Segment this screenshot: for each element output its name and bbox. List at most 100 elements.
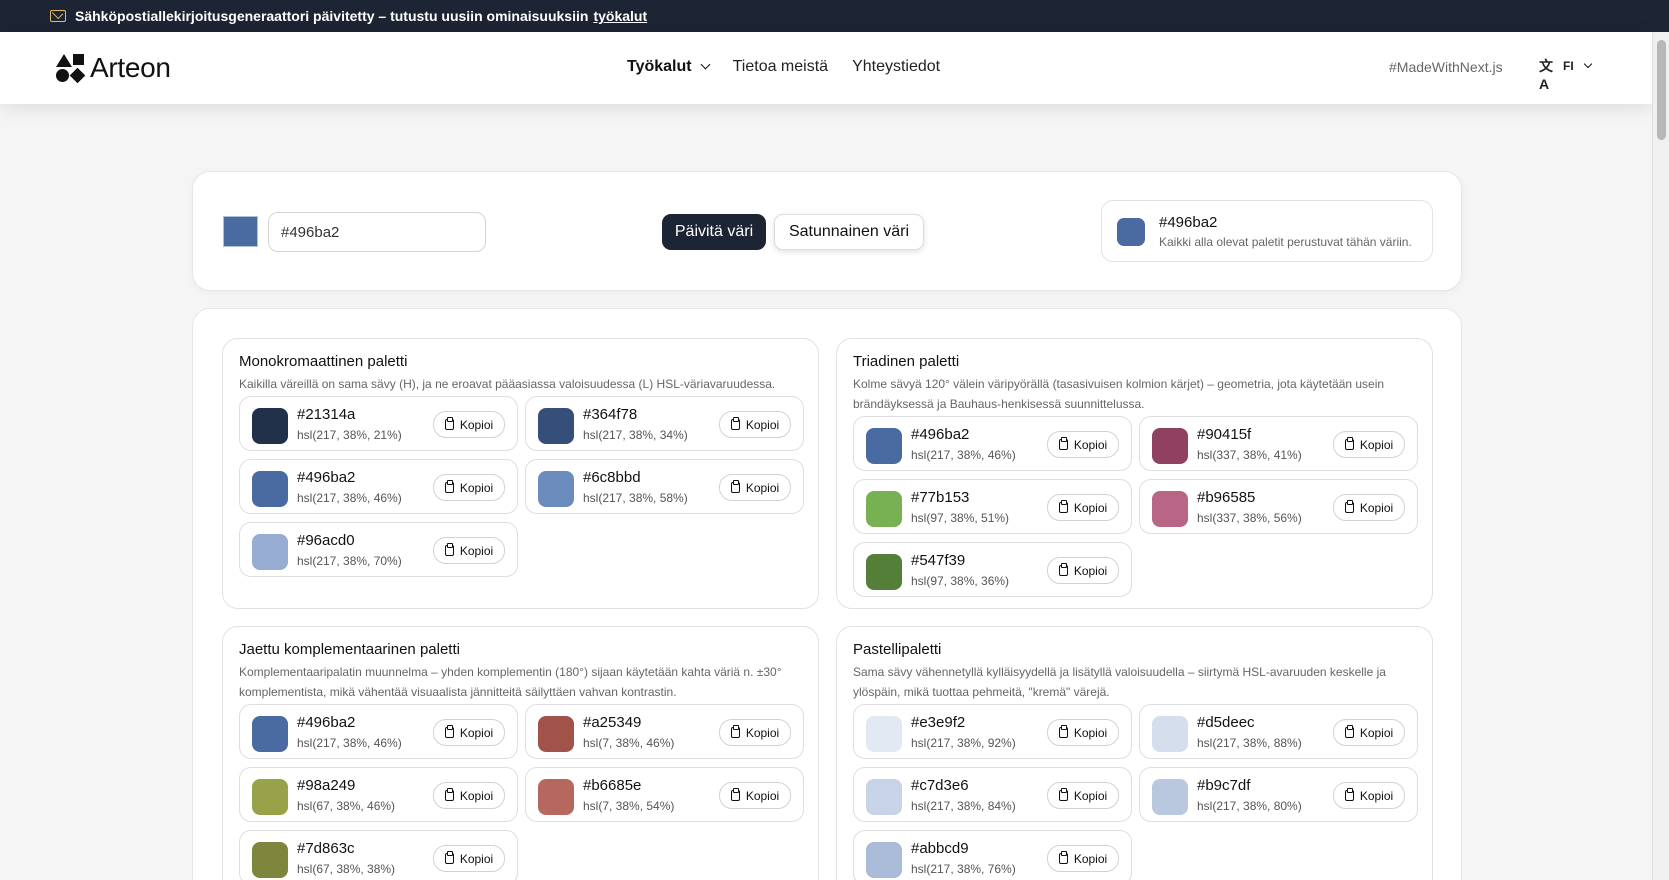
copy-label: Kopioi xyxy=(459,725,494,740)
color-swatch xyxy=(252,779,288,815)
palette-panel-3: Jaettu komplementaarinen paletti Kompleme… xyxy=(222,626,819,880)
color-swatch xyxy=(252,534,288,570)
color-hsl: hsl(217, 38%, 46%) xyxy=(911,448,1016,462)
color-swatch xyxy=(538,716,574,752)
color-picker-swatch[interactable] xyxy=(223,216,258,247)
page-scrollbar[interactable] xyxy=(1652,32,1669,880)
palette-title: Monokromaattinen paletti xyxy=(239,353,408,370)
palette-panel-2: Triadinen paletti Kolme sävyä 120° välein… xyxy=(836,338,1433,609)
copy-label: Kopioi xyxy=(459,851,494,866)
color-hsl: hsl(67, 38%, 38%) xyxy=(297,862,396,876)
copy-color-button[interactable]: Kopioi xyxy=(1047,845,1119,872)
chevron-down-icon xyxy=(700,59,711,70)
copy-color-button[interactable]: Kopioi xyxy=(719,411,791,438)
hex-color-input[interactable] xyxy=(268,212,486,252)
color-hsl: hsl(217, 38%, 70%) xyxy=(297,554,402,568)
color-hsl: hsl(217, 38%, 21%) xyxy=(297,428,402,442)
chevron-down-icon xyxy=(1583,59,1592,69)
copy-label: Kopioi xyxy=(745,788,780,803)
color-hsl: hsl(67, 38%, 46%) xyxy=(297,799,396,813)
copy-color-button[interactable]: Kopioi xyxy=(1047,557,1119,584)
color-swatch xyxy=(252,408,288,444)
copy-label: Kopioi xyxy=(1073,437,1108,452)
copy-color-button[interactable]: Kopioi xyxy=(1333,494,1405,521)
color-hsl: hsl(217, 38%, 58%) xyxy=(583,491,688,505)
color-hex: #b96585 xyxy=(1197,489,1256,506)
color-card: #21314a hsl(217, 38%, 21%) Kopioi xyxy=(239,396,518,451)
copy-color-button[interactable]: Kopioi xyxy=(719,782,791,809)
clipboard-icon xyxy=(1344,499,1354,513)
clipboard-icon xyxy=(730,479,740,493)
copy-color-button[interactable]: Kopioi xyxy=(433,411,505,438)
update-color-button[interactable]: Päivitä väri xyxy=(662,214,766,250)
color-swatch xyxy=(538,471,574,507)
clipboard-icon xyxy=(730,787,740,801)
color-hex: #364f78 xyxy=(583,406,638,423)
color-hex: #98a249 xyxy=(297,777,356,794)
copy-label: Kopioi xyxy=(459,417,494,432)
copy-color-button[interactable]: Kopioi xyxy=(433,537,505,564)
copy-label: Kopioi xyxy=(459,480,494,495)
copy-color-button[interactable]: Kopioi xyxy=(1333,719,1405,746)
color-swatch xyxy=(866,428,902,464)
color-card: #96acd0 hsl(217, 38%, 70%) Kopioi xyxy=(239,522,518,577)
color-card: #6c8bbd hsl(217, 38%, 58%) Kopioi xyxy=(525,459,804,514)
copy-color-button[interactable]: Kopioi xyxy=(433,845,505,872)
language-selector[interactable]: 文A FI xyxy=(1539,57,1592,92)
nav-tools[interactable]: Työkalut xyxy=(627,58,711,76)
color-hex: #b6685e xyxy=(583,777,642,794)
clipboard-icon xyxy=(730,724,740,738)
color-hsl: hsl(217, 38%, 88%) xyxy=(1197,736,1302,750)
nav-contact[interactable]: Yhteystiedot xyxy=(852,58,941,75)
copy-color-button[interactable]: Kopioi xyxy=(719,719,791,746)
palette-panel-4: Pastellipaletti Sama sävy vähennetyllä ky… xyxy=(836,626,1433,880)
brand-logo[interactable]: Arteon xyxy=(56,52,171,84)
copy-color-button[interactable]: Kopioi xyxy=(433,719,505,746)
color-swatch xyxy=(866,554,902,590)
color-hex: #21314a xyxy=(297,406,356,423)
copy-label: Kopioi xyxy=(745,480,780,495)
copy-color-button[interactable]: Kopioi xyxy=(719,474,791,501)
color-swatch xyxy=(866,779,902,815)
announcement-bar: Sähköpostiallekirjoitusgeneraattori päiv… xyxy=(0,0,1669,32)
color-card: #364f78 hsl(217, 38%, 34%) Kopioi xyxy=(525,396,804,451)
base-color-chip xyxy=(1117,218,1145,246)
clipboard-icon xyxy=(1058,436,1068,450)
palette-title: Triadinen paletti xyxy=(853,353,960,370)
copy-color-button[interactable]: Kopioi xyxy=(433,474,505,501)
copy-label: Kopioi xyxy=(745,725,780,740)
copy-color-button[interactable]: Kopioi xyxy=(1047,719,1119,746)
color-card: #98a249 hsl(67, 38%, 46%) Kopioi xyxy=(239,767,518,822)
color-hex: #e3e9f2 xyxy=(911,714,966,731)
made-with-next-link[interactable]: #MadeWithNext.js xyxy=(1389,59,1503,75)
copy-label: Kopioi xyxy=(1073,563,1108,578)
copy-label: Kopioi xyxy=(1073,788,1108,803)
color-hex: #496ba2 xyxy=(297,469,356,486)
arteon-logo-icon xyxy=(56,54,86,84)
color-card: #496ba2 hsl(217, 38%, 46%) Kopioi xyxy=(239,704,518,759)
color-card: #7d863c hsl(67, 38%, 38%) Kopioi xyxy=(239,830,518,880)
base-color-hex: #496ba2 xyxy=(1159,214,1218,231)
color-swatch xyxy=(538,779,574,815)
mail-icon xyxy=(50,10,66,22)
translate-icon: 文A xyxy=(1539,58,1553,92)
copy-color-button[interactable]: Kopioi xyxy=(1333,782,1405,809)
announcement-link[interactable]: työkalut xyxy=(593,8,648,24)
scrollbar-thumb[interactable] xyxy=(1657,40,1666,140)
nav-about[interactable]: Tietoa meistä xyxy=(732,58,829,75)
color-card: #a25349 hsl(7, 38%, 46%) Kopioi xyxy=(525,704,804,759)
copy-color-button[interactable]: Kopioi xyxy=(1047,431,1119,458)
color-hsl: hsl(217, 38%, 92%) xyxy=(911,736,1016,750)
copy-color-button[interactable]: Kopioi xyxy=(1047,782,1119,809)
color-swatch xyxy=(538,408,574,444)
clipboard-icon xyxy=(444,479,454,493)
color-swatch xyxy=(252,842,288,878)
random-color-button[interactable]: Satunnainen väri xyxy=(774,214,924,250)
main-menu: Työkalut Tietoa meistä Yhteystiedot xyxy=(627,58,964,76)
announcement-text: Sähköpostiallekirjoitusgeneraattori päiv… xyxy=(75,8,589,24)
copy-color-button[interactable]: Kopioi xyxy=(433,782,505,809)
copy-color-button[interactable]: Kopioi xyxy=(1047,494,1119,521)
color-card: #b9c7df hsl(217, 38%, 80%) Kopioi xyxy=(1139,767,1418,822)
color-hex: #a25349 xyxy=(583,714,642,731)
copy-color-button[interactable]: Kopioi xyxy=(1333,431,1405,458)
